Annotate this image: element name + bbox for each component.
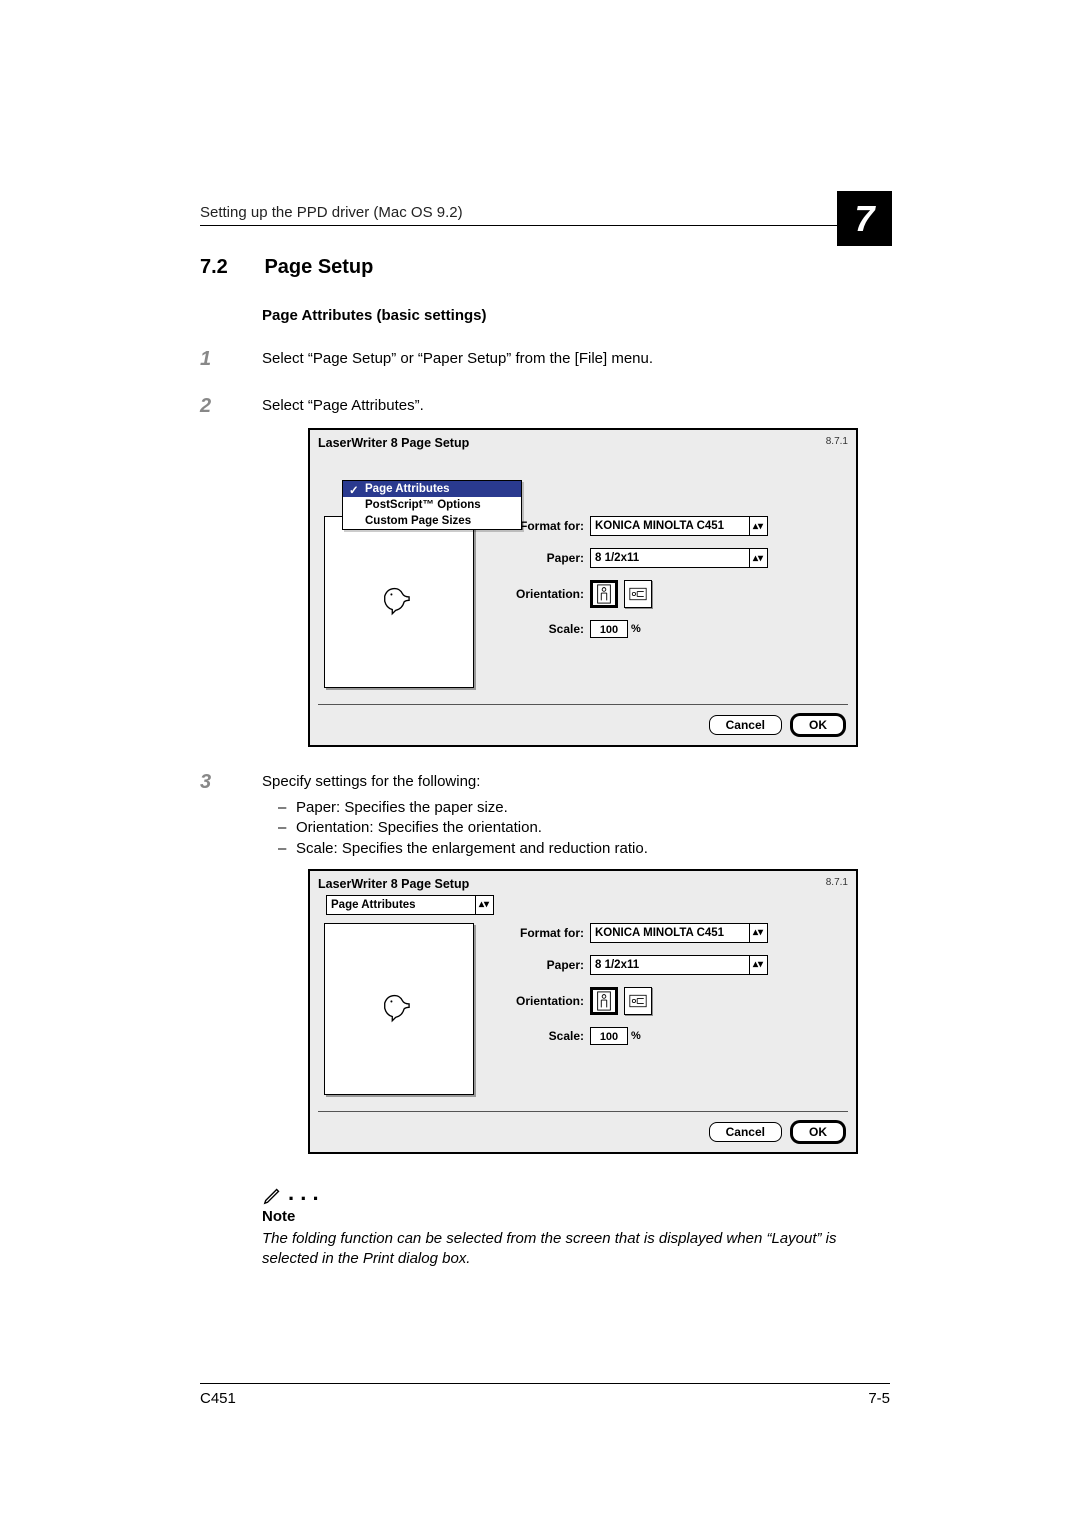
step-1: 1 Select “Page Setup” or “Paper Setup” f… xyxy=(200,348,890,371)
step-number: 1 xyxy=(200,348,262,371)
note-label: Note xyxy=(262,1208,890,1225)
cancel-button[interactable]: Cancel xyxy=(709,715,782,735)
section-heading: 7.2 Page Setup xyxy=(200,256,890,279)
chevron-updown-icon: ▴▾ xyxy=(749,924,763,942)
page-preview xyxy=(324,516,474,688)
dialog-title: LaserWriter 8 Page Setup xyxy=(318,436,469,450)
select-value: KONICA MINOLTA C451 xyxy=(595,520,724,532)
step-2: 2 Select “Page Attributes”. xyxy=(200,395,890,418)
section-title: Page Setup xyxy=(264,256,373,278)
page-setup-dialog: LaserWriter 8 Page Setup 8.7.1 ▴▾ ✓ Page… xyxy=(308,428,858,747)
bullet-paper: Paper: Specifies the paper size. xyxy=(262,798,890,818)
orientation-portrait-button[interactable] xyxy=(590,580,618,608)
menu-item-label: Page Attributes xyxy=(365,483,450,495)
dialog-version: 8.7.1 xyxy=(826,436,848,450)
page-preview xyxy=(324,923,474,1095)
chevron-updown-icon: ▴▾ xyxy=(749,549,763,567)
scale-unit: % xyxy=(631,623,641,635)
running-head: Setting up the PPD driver (Mac OS 9.2) xyxy=(200,204,463,221)
attributes-popup-menu[interactable]: ▴▾ ✓ Page Attributes PostScript™ Options… xyxy=(342,480,522,530)
scale-unit: % xyxy=(631,1030,641,1042)
scale-label: Scale: xyxy=(494,622,590,636)
orientation-label: Orientation: xyxy=(494,587,590,601)
step-number: 3 xyxy=(200,771,262,859)
paper-label: Paper: xyxy=(494,958,590,972)
bullet-scale: Scale: Specifies the enlargement and red… xyxy=(262,839,890,859)
format-for-label: Format for: xyxy=(494,926,590,940)
preview-dog-icon xyxy=(378,988,420,1030)
format-for-select[interactable]: KONICA MINOLTA C451 ▴▾ xyxy=(590,923,768,943)
note-block: . . . Note The folding function can be s… xyxy=(262,1180,890,1270)
format-for-select[interactable]: KONICA MINOLTA C451 ▴▾ xyxy=(590,516,768,536)
step-text: Select “Page Setup” or “Paper Setup” fro… xyxy=(262,348,890,371)
page-setup-dialog-2: LaserWriter 8 Page Setup 8.7.1 Page Attr… xyxy=(308,869,858,1154)
dialog-title: LaserWriter 8 Page Setup xyxy=(318,877,469,891)
scale-label: Scale: xyxy=(494,1029,590,1043)
preview-dog-icon xyxy=(378,581,420,623)
menu-item-custom-page-sizes[interactable]: Custom Page Sizes xyxy=(343,513,521,529)
select-value: 8 1/2x11 xyxy=(595,552,639,564)
footer-page-number: 7-5 xyxy=(868,1390,890,1407)
paper-label: Paper: xyxy=(494,551,590,565)
step-lead: Specify settings for the following: xyxy=(262,771,890,792)
header-rule xyxy=(200,225,890,226)
step-number: 2 xyxy=(200,395,262,418)
ok-button[interactable]: OK xyxy=(792,1122,844,1142)
select-value: 8 1/2x11 xyxy=(595,959,639,971)
note-dots: . . . xyxy=(288,1180,319,1206)
step-3: 3 Specify settings for the following: Pa… xyxy=(200,771,890,859)
note-text: The folding function can be selected fro… xyxy=(262,1229,890,1270)
attributes-select[interactable]: Page Attributes ▴▾ xyxy=(326,895,494,915)
paper-select[interactable]: 8 1/2x11 ▴▾ xyxy=(590,955,768,975)
orientation-landscape-button[interactable] xyxy=(624,987,652,1015)
scale-input[interactable]: 100 xyxy=(590,620,628,638)
dialog-version: 8.7.1 xyxy=(826,877,848,891)
orientation-portrait-button[interactable] xyxy=(590,987,618,1015)
chevron-updown-icon: ▴▾ xyxy=(475,896,489,914)
ok-button[interactable]: OK xyxy=(792,715,844,735)
chevron-updown-icon: ▴▾ xyxy=(749,517,763,535)
select-value: Page Attributes xyxy=(331,899,469,911)
orientation-landscape-button[interactable] xyxy=(624,580,652,608)
scale-input[interactable]: 100 xyxy=(590,1027,628,1045)
chevron-updown-icon: ▴▾ xyxy=(749,956,763,974)
chapter-number-badge: 7 xyxy=(837,191,892,246)
subheading: Page Attributes (basic settings) xyxy=(262,307,890,324)
section-number: 7.2 xyxy=(200,256,260,279)
checkmark-icon: ✓ xyxy=(349,483,359,497)
bullet-orientation: Orientation: Specifies the orientation. xyxy=(262,818,890,838)
select-value: KONICA MINOLTA C451 xyxy=(595,927,724,939)
footer-model: C451 xyxy=(200,1390,236,1407)
step-text: Select “Page Attributes”. xyxy=(262,395,890,418)
cancel-button[interactable]: Cancel xyxy=(709,1122,782,1142)
paper-select[interactable]: 8 1/2x11 ▴▾ xyxy=(590,548,768,568)
pencil-icon xyxy=(262,1184,284,1206)
orientation-label: Orientation: xyxy=(494,994,590,1008)
menu-item-page-attributes[interactable]: ✓ Page Attributes xyxy=(343,481,521,497)
footer-rule xyxy=(200,1383,890,1384)
menu-item-postscript-options[interactable]: PostScript™ Options xyxy=(343,497,521,513)
